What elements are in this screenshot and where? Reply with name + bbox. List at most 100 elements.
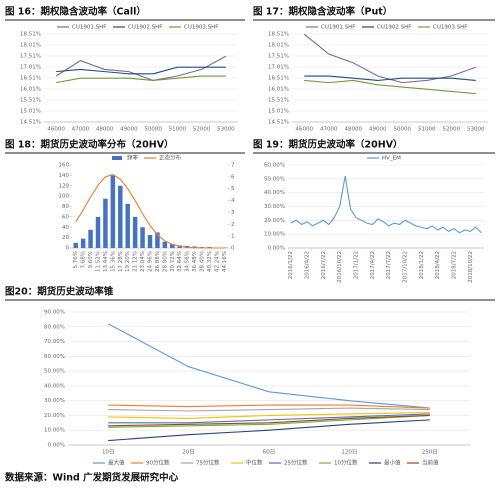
y-tick-label: 20.00% [44,413,65,419]
legend-label: CU1903.SHF [433,25,467,31]
x-tick-label: 2018/10/22 [468,251,474,283]
x-tick-label: 48000 [96,127,114,133]
y-tick-label: 40.00% [264,190,285,196]
y-tick-label: 10.00% [44,428,65,434]
bar [155,232,160,248]
line [304,75,476,81]
y-tick-label: 60.00% [44,354,65,360]
line [55,55,227,81]
y-tick-label: 70.00% [44,339,65,345]
legend-label: 90分位数 [146,459,170,467]
bar [88,229,93,248]
y-tick-label: 15.01% [20,109,41,115]
line [107,323,430,409]
x-tick-label: 13.44% [103,251,109,272]
bar [118,185,123,248]
x-tick-label: 53000 [217,127,235,133]
line [108,419,430,442]
x-tick-label: 51000 [418,127,436,133]
y-tick-label: 30.00% [44,398,65,404]
x-tick-label: 2017/10/22 [403,251,409,283]
x-tick-label: 44.16% [222,251,228,272]
y-tick-label: 140 [59,173,70,179]
x-tick-label: 2017/4/22 [370,251,376,279]
x-tick-label: 49000 [120,127,138,133]
y-tick-label: 160 [59,163,70,169]
bar [103,198,108,248]
line [56,66,226,75]
y2-tick-label: 4 [231,198,235,204]
y-tick-label: 20.00% [264,218,285,224]
y-tick-label: 18.51% [268,32,289,38]
legend-swatch [112,156,122,160]
legend-label: 中位数 [246,459,263,467]
line [304,79,476,95]
legend-label: 10分位数 [334,459,358,467]
y-tick-label: 20 [62,235,69,241]
x-tick-label: 9.60% [88,251,94,268]
y-tick-label: 17.01% [268,65,289,71]
x-tick-label: 42.24% [214,251,220,272]
chart-title: 图20：期货历史波动率锥 [5,286,114,298]
bar [80,238,86,248]
x-tick-label: 49000 [369,127,387,133]
y-tick-label: 60 [62,214,69,220]
x-tick-label: 26.88% [155,251,161,272]
legend-label: HV_EM [382,156,401,162]
legend-label: 75分位数 [196,459,220,467]
y-tick-label: 18.51% [20,32,41,38]
y2-tick-label: 2 [231,222,235,228]
x-tick-label: 48000 [345,127,363,133]
bar [125,203,130,248]
x-tick-label: 28.80% [162,251,168,272]
x-tick-label: 46000 [47,127,65,133]
x-tick-label: 20日 [182,449,195,456]
x-tick-label: 34.56% [185,251,191,272]
legend-label: 最大值 [108,459,125,467]
y-tick-label: 80.00% [44,324,65,330]
y-tick-label: 60.00% [264,163,285,169]
y-tick-label: 15.01% [268,109,289,115]
x-tick-label: 24.96% [148,251,154,272]
y-tick-label: 15.51% [20,98,41,104]
y-tick-label: 80 [62,204,69,210]
x-tick-label: 36.48% [192,251,198,272]
x-tick-label: 50000 [144,127,162,133]
y-tick-label: 50.00% [264,176,285,182]
line [56,75,226,84]
x-tick-label: 2016/7/22 [321,251,327,279]
y-tick-label: 17.51% [20,54,41,60]
y-tick-label: 50.00% [44,369,65,375]
x-tick-label: 2017/7/22 [386,251,392,279]
x-tick-label: 46000 [296,127,314,133]
line [108,414,430,427]
x-tick-label: 2018/7/22 [452,251,458,279]
y2-tick-label: 0 [231,246,235,252]
x-tick-label: 23.04% [140,251,146,272]
y-tick-label: 40 [62,225,69,231]
x-tick-label: 52000 [443,127,461,133]
x-tick-label: 60日 [263,449,276,456]
legend-label: 当前值 [422,459,439,467]
x-tick-label: 53000 [467,127,485,133]
x-tick-label: 47000 [320,127,338,133]
legend-label: CU1903.SHF [184,25,218,31]
x-tick-label: 10日 [102,449,115,456]
line [108,407,430,412]
bar [140,227,145,248]
x-tick-label: 5.76% [73,251,79,268]
y2-tick-label: 3 [231,210,235,216]
x-tick-label: 52000 [193,127,211,133]
legend-label: CU1902.SHF [377,25,411,31]
x-tick-label: 2016/1/22 [288,251,294,279]
y-tick-label: 17.51% [268,54,289,60]
y-tick-label: 10.00% [264,232,285,238]
x-tick-label: 38.40% [200,251,206,272]
y-tick-label: 18.01% [20,43,41,49]
bar [170,243,175,248]
x-tick-label: 30.72% [170,251,176,272]
chart-title: 图 16：期权隐含波动率（Call） [5,6,146,18]
x-tick-label: 250日 [422,449,438,456]
line [75,173,225,249]
y-tick-label: 14.51% [268,120,289,126]
